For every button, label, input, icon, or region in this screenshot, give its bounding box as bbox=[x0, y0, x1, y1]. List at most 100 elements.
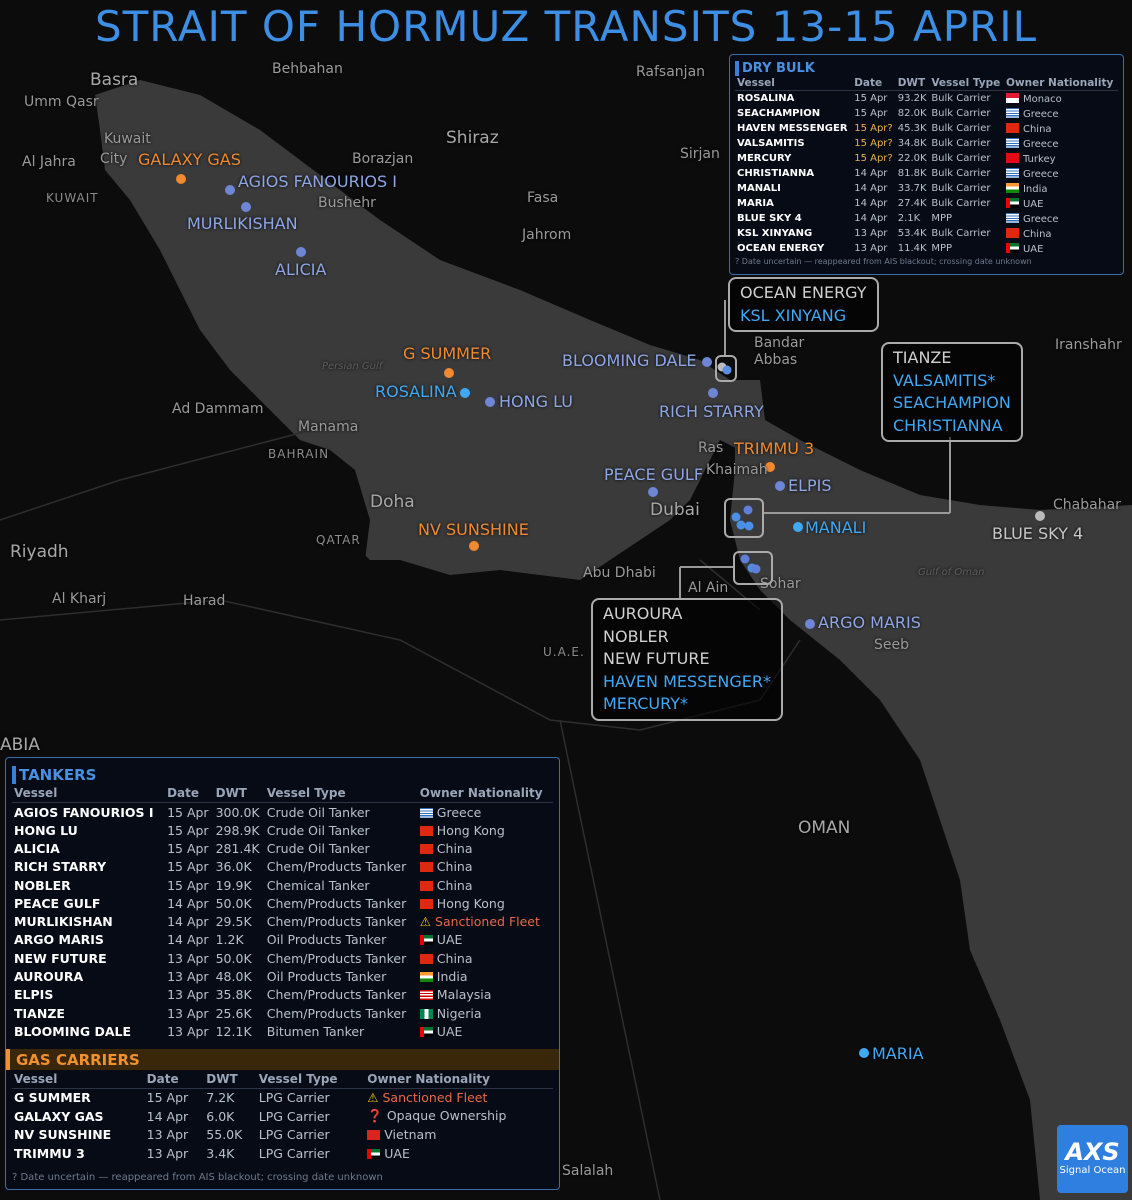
vessel-marker[interactable] bbox=[743, 505, 753, 515]
table-row: AUROURA 13 Apr 48.0K Oil Products Tanker Ind… bbox=[12, 967, 553, 985]
vessel-marker[interactable] bbox=[751, 564, 761, 574]
date-cell: 14 Apr bbox=[167, 895, 209, 911]
vessel-marker[interactable] bbox=[775, 481, 785, 491]
vessel-label[interactable]: BLOOMING DALE bbox=[562, 351, 697, 370]
flag-ae-icon bbox=[419, 1026, 433, 1037]
type-cell: Oil Products Tanker bbox=[266, 969, 387, 985]
vessel-marker[interactable] bbox=[722, 365, 732, 375]
cluster-marker-box[interactable] bbox=[715, 355, 737, 382]
vessel-marker[interactable] bbox=[736, 520, 746, 530]
place-label: QATAR bbox=[316, 533, 361, 547]
vessel-marker[interactable] bbox=[702, 357, 712, 367]
place-label: Doha bbox=[370, 492, 415, 512]
vessel-label[interactable]: MURLIKISHAN bbox=[187, 214, 298, 233]
vessel-cell: SEACHAMPION bbox=[737, 108, 821, 119]
vessel-label[interactable]: RICH STARRY bbox=[659, 402, 764, 421]
vessel-marker[interactable] bbox=[793, 522, 803, 532]
dwt-cell: 50.0K bbox=[215, 895, 252, 911]
vessel-marker[interactable] bbox=[296, 247, 306, 257]
warning-icon: ⚠ bbox=[419, 914, 432, 930]
vessel-marker[interactable] bbox=[744, 521, 754, 531]
vessel-label[interactable]: PEACE GULF bbox=[604, 465, 704, 484]
owner-cell: Greece bbox=[1004, 166, 1118, 181]
vessel-marker[interactable] bbox=[241, 202, 251, 212]
cluster-vessel-label[interactable]: OCEAN ENERGY bbox=[740, 283, 867, 302]
owner-label: Sanctioned Fleet bbox=[435, 914, 540, 930]
vessel-marker[interactable] bbox=[648, 487, 658, 497]
date-cell: 15 Apr bbox=[854, 93, 888, 104]
vessel-label[interactable]: TRIMMU 3 bbox=[734, 439, 815, 458]
cluster-vessel-label[interactable]: AUROURA bbox=[603, 604, 683, 623]
vessel-label[interactable]: ELPIS bbox=[788, 476, 832, 495]
vessel-label[interactable]: ARGO MARIS bbox=[818, 613, 921, 632]
type-cell: Bulk Carrier bbox=[931, 183, 991, 194]
column-header: Vessel Type bbox=[256, 1069, 366, 1089]
vessel-marker[interactable] bbox=[740, 554, 750, 564]
cluster-vessel-label[interactable]: TIANZE bbox=[893, 348, 952, 367]
cluster-marker-box[interactable] bbox=[724, 498, 764, 538]
vessel-label[interactable]: ROSALINA bbox=[375, 382, 457, 401]
vessel-marker[interactable] bbox=[708, 388, 718, 398]
vessel-marker[interactable] bbox=[485, 397, 495, 407]
owner-label: China bbox=[436, 859, 473, 875]
place-label: Rafsanjan bbox=[636, 64, 706, 80]
vessel-marker[interactable] bbox=[731, 512, 741, 522]
cluster-vessel-label[interactable]: CHRISTIANNA bbox=[893, 415, 1003, 435]
vessel-marker[interactable] bbox=[469, 541, 479, 551]
vessel-label[interactable]: GALAXY GAS bbox=[138, 150, 241, 169]
place-label: U.A.E. bbox=[543, 645, 585, 659]
cluster-marker-box[interactable] bbox=[733, 551, 773, 585]
table-row: MARIA 14 Apr 27.4K Bulk Carrier UAE bbox=[735, 196, 1118, 211]
cluster-vessel-label[interactable]: NOBLER bbox=[603, 626, 669, 646]
cluster-vessel-label[interactable]: VALSAMITIS* bbox=[893, 370, 996, 390]
vessel-label[interactable]: G SUMMER bbox=[403, 344, 492, 363]
owner-label: China bbox=[436, 840, 473, 856]
owner-cell: Hong Kong bbox=[418, 894, 553, 912]
owner-label: UAE bbox=[436, 1023, 463, 1039]
vessel-marker[interactable] bbox=[176, 174, 186, 184]
table-row: CHRISTIANNA 14 Apr 81.8K Bulk Carrier Greece bbox=[735, 166, 1118, 181]
cluster-vessel-label[interactable]: SEACHAMPION bbox=[893, 393, 1011, 412]
vessel-marker[interactable] bbox=[765, 462, 775, 472]
owner-cell: UAE bbox=[418, 1022, 553, 1040]
vessel-label[interactable]: ALICIA bbox=[275, 260, 327, 279]
vessel-cell: CHRISTIANNA bbox=[737, 168, 815, 179]
owner-label: China bbox=[1022, 228, 1052, 240]
owner-label: Nigeria bbox=[436, 1005, 482, 1021]
vessel-label[interactable]: NV SUNSHINE bbox=[418, 520, 529, 539]
vessel-label[interactable]: HONG LU bbox=[499, 392, 573, 411]
owner-cell: China bbox=[418, 949, 553, 967]
vessel-marker[interactable] bbox=[805, 619, 815, 629]
vessel-marker[interactable] bbox=[460, 388, 470, 398]
table-row: ROSALINA 15 Apr 93.2K Bulk Carrier Monaco bbox=[735, 91, 1118, 107]
date-cell: 14 Apr bbox=[167, 932, 209, 948]
vessel-marker[interactable] bbox=[444, 368, 454, 378]
owner-label: China bbox=[436, 950, 473, 966]
vessel-marker[interactable] bbox=[859, 1048, 869, 1058]
vessel-label[interactable]: MARIA bbox=[872, 1044, 924, 1063]
vessel-label[interactable]: AGIOS FANOURIOS I bbox=[238, 172, 397, 191]
flag-cn-icon bbox=[419, 880, 433, 891]
vessel-cell: VALSAMITIS bbox=[737, 138, 805, 149]
gas-carriers-table: Vessel Date DWT Vessel Type Owner Nationalit… bbox=[12, 1069, 553, 1163]
date-cell: 13 Apr bbox=[854, 228, 888, 239]
place-label: Al Kharj bbox=[52, 591, 107, 607]
place-label: Behbahan bbox=[272, 61, 343, 77]
table-row: ARGO MARIS 14 Apr 1.2K Oil Products Tanker U… bbox=[12, 931, 553, 949]
cluster-vessel-label[interactable]: MERCURY* bbox=[603, 694, 688, 713]
vessel-label[interactable]: BLUE SKY 4 bbox=[992, 524, 1084, 543]
dwt-cell: 6.0K bbox=[206, 1108, 235, 1124]
date-cell: 15 Apr? bbox=[854, 123, 893, 134]
owner-cell: India bbox=[1004, 181, 1118, 196]
table-row: TIANZE 13 Apr 25.6K Chem/Products Tanker Nig… bbox=[12, 1004, 553, 1022]
vessel-marker[interactable] bbox=[225, 185, 235, 195]
cluster-vessel-label[interactable]: KSL XINYANG bbox=[740, 305, 847, 325]
cluster-vessel-label[interactable]: HAVEN MESSENGER* bbox=[603, 671, 771, 691]
type-cell: Bulk Carrier bbox=[931, 108, 991, 119]
island-qatar bbox=[330, 455, 370, 560]
place-label: Fasa bbox=[527, 190, 559, 206]
cluster-vessel-label[interactable]: NEW FUTURE bbox=[603, 649, 710, 668]
vessel-marker[interactable] bbox=[1035, 511, 1045, 521]
vessel-label[interactable]: MANALI bbox=[805, 518, 867, 537]
column-header: Date bbox=[852, 76, 896, 91]
